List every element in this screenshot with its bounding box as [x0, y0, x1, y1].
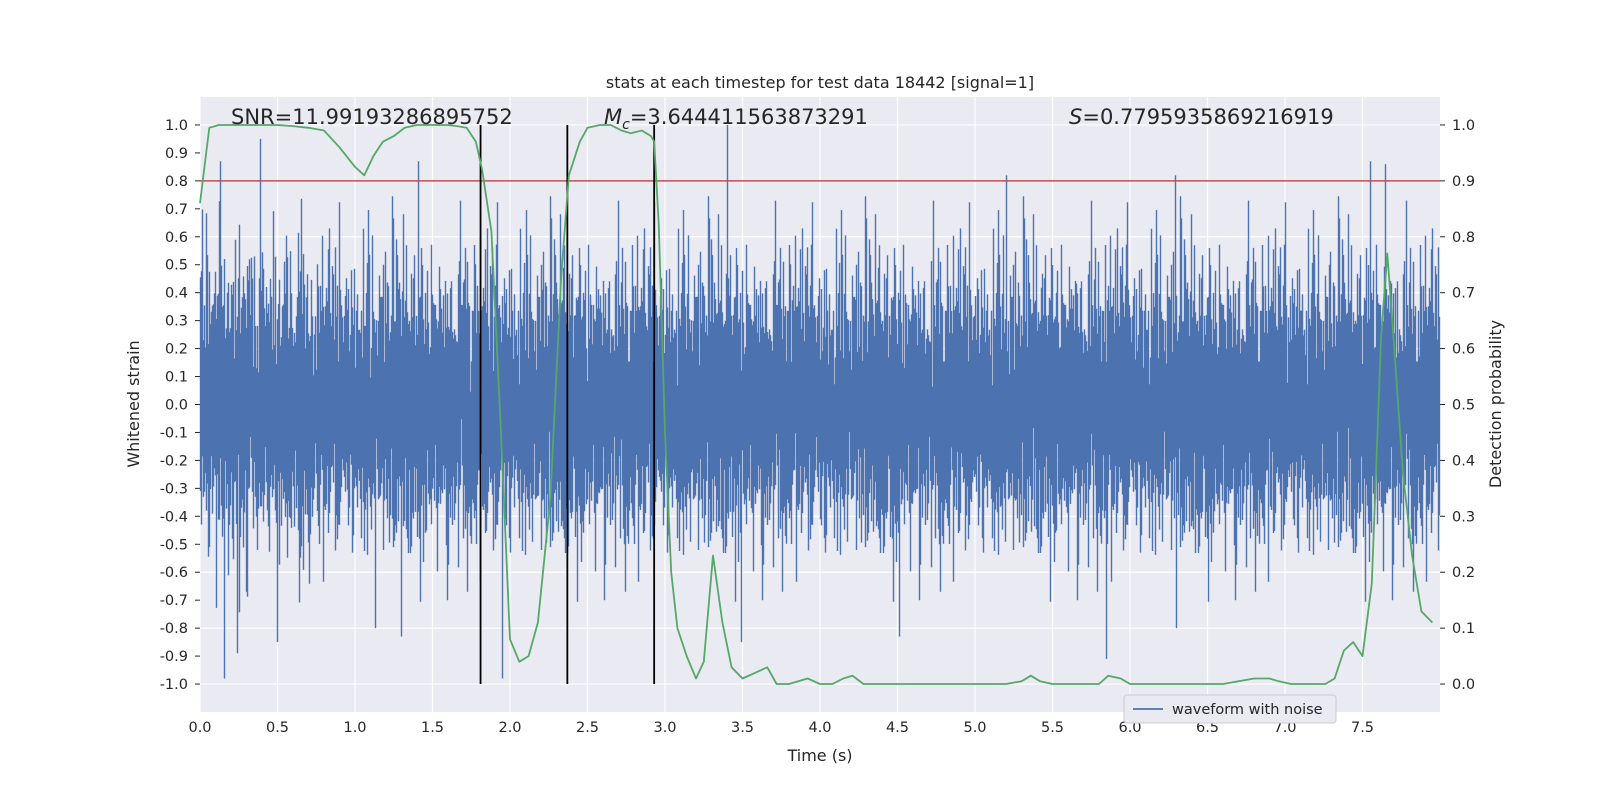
probability-line [199, 124, 1433, 685]
chirp-mass-subscript: c [622, 117, 630, 133]
y-tick-label: 1.0 [165, 118, 188, 134]
x-tick-label: 2.0 [498, 720, 521, 736]
x-tick-label: 6.0 [1118, 720, 1141, 736]
x-tick-label: 6.5 [1196, 720, 1219, 736]
waveform-series [199, 125, 1441, 679]
y2-tick-label: 0.5 [1452, 398, 1475, 414]
y2-tick-label: 0.1 [1452, 621, 1475, 637]
y-tick-label: 0.1 [165, 370, 188, 386]
x-tick-label: 3.0 [653, 720, 676, 736]
x-tick-label: 1.0 [343, 720, 366, 736]
axis-ticks: 0.0 0.5 1.0 1.5 2.0 2.5 3.0 3.5 4.0 4.5 5.0 5.5 6.0 6… [160, 118, 1475, 736]
y-tick-label: 0.7 [165, 202, 188, 218]
legend-label-waveform: waveform with noise [1172, 702, 1323, 718]
y2-tick-label: 0.8 [1452, 230, 1475, 246]
chirp-mass-annotation: Mc=3.644411563873291 [604, 105, 868, 133]
x-tick-label: 1.5 [421, 720, 444, 736]
x-tick-label: 5.5 [1041, 720, 1064, 736]
y-tick-label: 0.0 [165, 398, 188, 414]
probability-series-group [199, 124, 1433, 685]
x-tick-label: 0.5 [266, 720, 289, 736]
y-tick-label: 0.3 [165, 314, 188, 330]
y-tick-label: -0.5 [160, 537, 188, 553]
y2-tick-label: 1.0 [1452, 118, 1475, 134]
s-symbol: S [1069, 105, 1082, 129]
y-tick-label: 0.5 [165, 258, 188, 274]
vertical-markers [479, 124, 656, 685]
chirp-mass-symbol: M [604, 105, 622, 129]
y2-tick-label: 0.7 [1452, 286, 1475, 302]
x-tick-label: 4.5 [886, 720, 909, 736]
y-tick-label: -1.0 [160, 677, 188, 693]
x-tick-label: 2.5 [576, 720, 599, 736]
y-tick-label: 0.6 [165, 230, 188, 246]
y-tick-label: 0.9 [165, 146, 188, 162]
y-tick-label: -0.4 [160, 509, 188, 525]
y-tick-label: -0.6 [160, 565, 188, 581]
y-tick-label: -0.1 [160, 425, 188, 441]
y2-tick-label: 0.0 [1452, 677, 1475, 693]
x-axis-label: Time (s) [786, 746, 852, 765]
y-tick-label: -0.3 [160, 481, 188, 497]
legend: waveform with noise [1123, 694, 1337, 724]
y2-axis-label: Detection probability [1486, 320, 1505, 488]
s-annotation: S=0.7795935869216919 [1069, 105, 1334, 129]
x-tick-label: 0.0 [188, 720, 211, 736]
waveform-line [199, 125, 1441, 679]
y-tick-label: -0.7 [160, 593, 188, 609]
y-tick-label: -0.9 [160, 649, 188, 665]
y-tick-label: 0.4 [165, 286, 188, 302]
y2-tick-label: 0.2 [1452, 565, 1475, 581]
y2-tick-label: 0.3 [1452, 509, 1475, 525]
y2-tick-label: 0.6 [1452, 342, 1475, 358]
x-tick-label: 7.5 [1351, 720, 1374, 736]
x-tick-label: 5.0 [963, 720, 986, 736]
y-tick-label: 0.8 [165, 174, 188, 190]
snr-annotation: SNR=11.99193286895752 [231, 105, 513, 129]
y-tick-label: -0.8 [160, 621, 188, 637]
x-tick-label: 7.0 [1273, 720, 1296, 736]
y-axis-label: Whitened strain [124, 340, 143, 467]
chirp-mass-value: =3.644411563873291 [630, 105, 868, 129]
s-value: =0.7795935869216919 [1082, 105, 1333, 129]
y-tick-label: 0.2 [165, 342, 188, 358]
x-tick-label: 3.5 [731, 720, 754, 736]
y-tick-label: -0.2 [160, 453, 188, 469]
chart-title: stats at each timestep for test data 184… [606, 73, 1034, 92]
y2-tick-label: 0.9 [1452, 174, 1475, 190]
legend-box [1123, 694, 1337, 724]
x-tick-label: 4.0 [808, 720, 831, 736]
y2-tick-label: 0.4 [1452, 453, 1475, 469]
